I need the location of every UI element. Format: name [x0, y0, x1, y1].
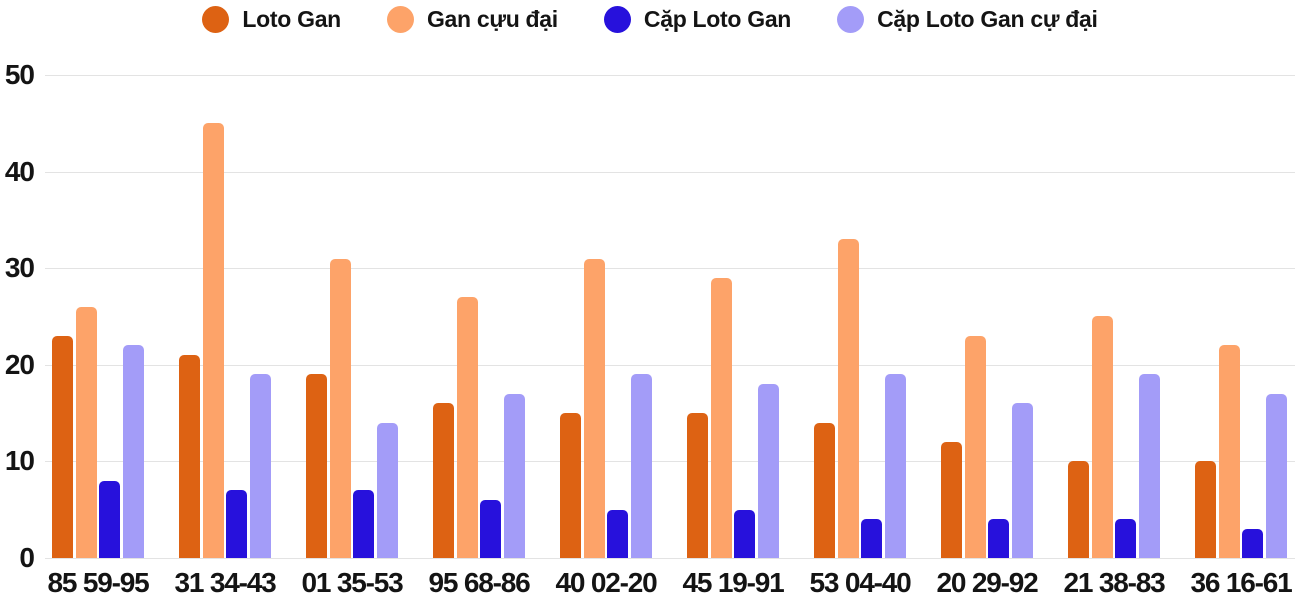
- bar-cặp-loto-gan-45-19-91[interactable]: [734, 510, 755, 558]
- bar-loto-gan-95-68-86[interactable]: [433, 403, 454, 558]
- x-axis-label-95-68-86: 95 68-86: [428, 567, 531, 598]
- gridline-50: [45, 75, 1295, 76]
- bar-cặp-loto-gan-cự-đại-36-16-61[interactable]: [1266, 394, 1287, 558]
- bar-cặp-loto-gan-95-68-86[interactable]: [480, 500, 501, 558]
- bar-gan-cựu-đại-95-68-86[interactable]: [457, 297, 478, 558]
- x-axis-label-31-34-43: 31 34-43: [174, 567, 277, 598]
- gridline-40: [45, 172, 1295, 173]
- bar-loto-gan-45-19-91[interactable]: [687, 413, 708, 558]
- legend-label: Cặp Loto Gan: [643, 6, 792, 32]
- bar-gan-cựu-đại-01-35-53[interactable]: [330, 259, 351, 558]
- bar-cặp-loto-gan-85-59-95[interactable]: [99, 481, 120, 558]
- bar-loto-gan-40-02-20[interactable]: [560, 413, 581, 558]
- bar-cặp-loto-gan-cự-đại-21-38-83[interactable]: [1139, 374, 1160, 558]
- y-axis-tick-30: 30: [4, 252, 35, 283]
- gridline-20: [45, 365, 1295, 366]
- x-axis-label-36-16-61: 36 16-61: [1190, 567, 1293, 598]
- legend-dot-icon: [202, 6, 230, 33]
- bar-cặp-loto-gan-cự-đại-53-04-40[interactable]: [885, 374, 906, 558]
- bar-loto-gan-85-59-95[interactable]: [52, 336, 73, 558]
- gridline-30: [45, 268, 1295, 269]
- bar-gan-cựu-đại-53-04-40[interactable]: [838, 239, 859, 558]
- y-axis-tick-20: 20: [4, 349, 35, 380]
- bar-cặp-loto-gan-31-34-43[interactable]: [226, 490, 247, 558]
- x-axis-label-01-35-53: 01 35-53: [301, 567, 404, 598]
- legend-item-4[interactable]: Cặp Loto Gan cự đại: [837, 6, 1098, 33]
- y-axis-tick-40: 40: [4, 156, 35, 187]
- legend-label: Cặp Loto Gan cự đại: [877, 6, 1098, 32]
- legend-dot-icon: [603, 6, 631, 33]
- gridline-10: [45, 461, 1295, 462]
- bar-cặp-loto-gan-40-02-20[interactable]: [607, 510, 628, 558]
- bar-loto-gan-53-04-40[interactable]: [814, 423, 835, 558]
- x-axis-label-20-29-92: 20 29-92: [936, 567, 1039, 598]
- chart-legend: Loto Gan Gan cựu đại Cặp Loto Gan Cặp Loto …: [0, 6, 1300, 33]
- y-axis-tick-50: 50: [4, 59, 35, 90]
- legend-label: Gan cựu đại: [426, 6, 558, 32]
- bar-cặp-loto-gan-21-38-83[interactable]: [1115, 519, 1136, 558]
- legend-item-2[interactable]: Gan cựu đại: [386, 6, 558, 33]
- x-axis-label-85-59-95: 85 59-95: [47, 567, 150, 598]
- bar-gan-cựu-đại-36-16-61[interactable]: [1219, 345, 1240, 558]
- bar-loto-gan-01-35-53[interactable]: [306, 374, 327, 558]
- bar-gan-cựu-đại-85-59-95[interactable]: [76, 307, 97, 558]
- bar-loto-gan-36-16-61[interactable]: [1195, 461, 1216, 558]
- x-axis-label-21-38-83: 21 38-83: [1063, 567, 1166, 598]
- legend-item-1[interactable]: Loto Gan: [202, 6, 341, 33]
- y-axis-tick-0: 0: [19, 542, 35, 573]
- bar-loto-gan-31-34-43[interactable]: [179, 355, 200, 558]
- gridline-0: [45, 558, 1295, 559]
- bar-gan-cựu-đại-40-02-20[interactable]: [584, 259, 605, 558]
- bar-cặp-loto-gan-cự-đại-20-29-92[interactable]: [1012, 403, 1033, 558]
- legend-label: Loto Gan: [242, 6, 341, 32]
- legend-dot-icon: [837, 6, 865, 33]
- legend-item-3[interactable]: Cặp Loto Gan: [603, 6, 792, 33]
- bar-cặp-loto-gan-cự-đại-85-59-95[interactable]: [123, 345, 144, 558]
- bar-cặp-loto-gan-01-35-53[interactable]: [353, 490, 374, 558]
- bar-cặp-loto-gan-53-04-40[interactable]: [861, 519, 882, 558]
- x-axis-label-40-02-20: 40 02-20: [555, 567, 658, 598]
- bar-cặp-loto-gan-cự-đại-40-02-20[interactable]: [631, 374, 652, 558]
- bar-cặp-loto-gan-cự-đại-95-68-86[interactable]: [504, 394, 525, 558]
- bar-gan-cựu-đại-21-38-83[interactable]: [1092, 316, 1113, 558]
- bar-loto-gan-20-29-92[interactable]: [941, 442, 962, 558]
- bar-gan-cựu-đại-31-34-43[interactable]: [203, 123, 224, 558]
- bar-gan-cựu-đại-45-19-91[interactable]: [711, 278, 732, 558]
- bar-cặp-loto-gan-36-16-61[interactable]: [1242, 529, 1263, 558]
- x-axis-label-53-04-40: 53 04-40: [809, 567, 912, 598]
- bar-cặp-loto-gan-cự-đại-01-35-53[interactable]: [377, 423, 398, 558]
- bar-loto-gan-21-38-83[interactable]: [1068, 461, 1089, 558]
- legend-dot-icon: [386, 6, 414, 33]
- bar-cặp-loto-gan-20-29-92[interactable]: [988, 519, 1009, 558]
- bar-cặp-loto-gan-cự-đại-31-34-43[interactable]: [250, 374, 271, 558]
- y-axis-tick-10: 10: [4, 445, 35, 476]
- bar-gan-cựu-đại-20-29-92[interactable]: [965, 336, 986, 558]
- x-axis-label-45-19-91: 45 19-91: [682, 567, 785, 598]
- bar-cặp-loto-gan-cự-đại-45-19-91[interactable]: [758, 384, 779, 558]
